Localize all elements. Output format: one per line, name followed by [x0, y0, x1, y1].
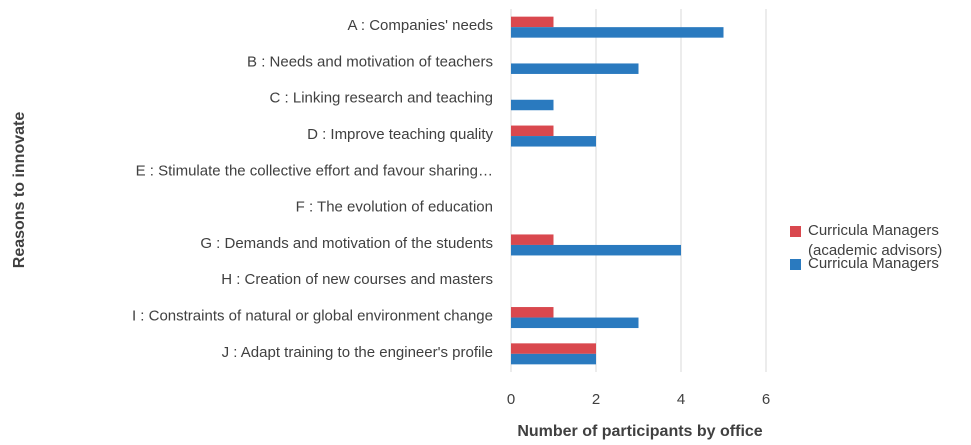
bar — [511, 353, 596, 365]
bar — [511, 244, 681, 256]
x-tick-label: 2 — [592, 391, 600, 408]
bar — [511, 125, 554, 137]
bar — [511, 234, 554, 245]
y-tick-label: B : Needs and motivation of teachers — [247, 53, 493, 70]
bar — [511, 16, 554, 28]
y-tick-label: A : Companies' needs — [348, 17, 493, 34]
bar — [511, 27, 724, 38]
legend-item: Curricula Managers (academic advisors) — [790, 221, 970, 261]
legend-item: Curricula Managers — [790, 254, 970, 274]
x-tick-label: 0 — [507, 391, 515, 408]
legend-swatch — [790, 259, 801, 270]
y-tick-label: H : Creation of new courses and masters — [221, 271, 493, 288]
bar — [511, 99, 554, 111]
y-tick-label: J : Adapt training to the engineer's pro… — [222, 344, 493, 361]
y-tick-label: I : Constraints of natural or global env… — [132, 308, 493, 325]
legend-label: Curricula Managers (academic advisors) — [808, 222, 943, 259]
x-axis-title: Number of participants by office — [517, 423, 762, 440]
x-tick-label: 4 — [677, 391, 685, 408]
legend-swatch — [790, 226, 801, 237]
bar — [511, 307, 554, 318]
y-axis-title: Reasons to innovate — [11, 112, 28, 269]
bar — [511, 136, 596, 147]
y-tick-label: C : Linking research and teaching — [270, 90, 493, 107]
y-tick-label: F : The evolution of education — [296, 199, 493, 216]
x-tick-label: 6 — [762, 391, 770, 408]
bar — [511, 63, 639, 74]
legend-label: Curricula Managers — [808, 255, 939, 272]
bar — [511, 343, 596, 354]
y-tick-label: E : Stimulate the collective effort and … — [136, 162, 493, 179]
y-tick-label: D : Improve teaching quality — [307, 126, 493, 143]
bar — [511, 317, 639, 329]
y-tick-label: G : Demands and motivation of the studen… — [200, 235, 493, 252]
